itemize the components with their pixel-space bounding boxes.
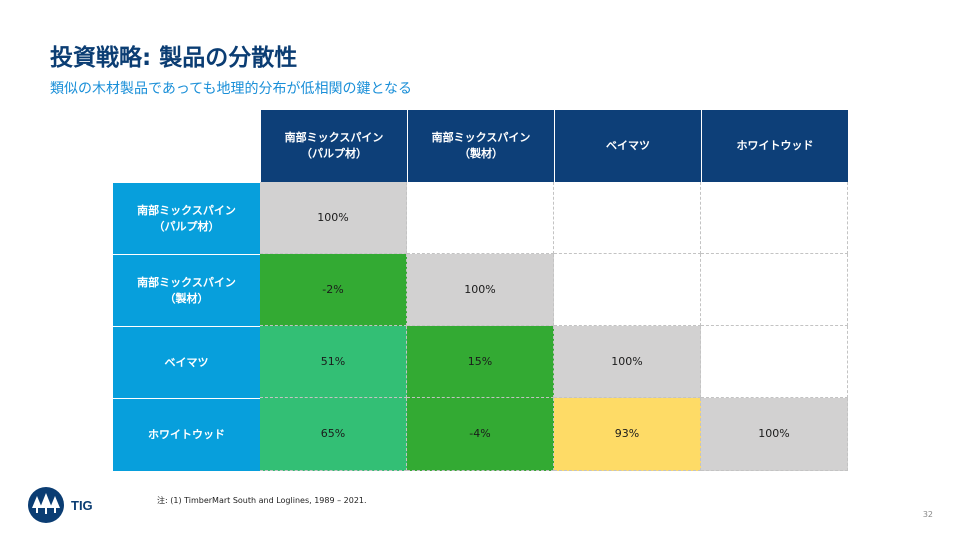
tree-logo-icon — [28, 487, 64, 523]
matrix-cell-r1-c1: 100% — [260, 182, 407, 254]
matrix-cell-r3-c2: 15% — [407, 326, 554, 398]
matrix-cell-r4-c3: 93% — [554, 398, 701, 471]
page-number: 32 — [922, 510, 933, 519]
row-header-1: 南部ミックスパイン （パルプ材） — [113, 182, 260, 254]
matrix-cell-r2-c1: -2% — [260, 254, 407, 326]
matrix-cell-r4-c2: -4% — [407, 398, 554, 471]
matrix-cell-r3-c3: 100% — [554, 326, 701, 398]
row-header-3: ベイマツ — [113, 326, 260, 398]
matrix-cell-r2-c2: 100% — [407, 254, 554, 326]
matrix-cell-r4-c1: 65% — [260, 398, 407, 471]
matrix-cell-r3-c1: 51% — [260, 326, 407, 398]
logo-text: TIG — [71, 497, 93, 513]
row-header-2: 南部ミックスパイン （製材） — [113, 254, 260, 326]
matrix-cell-r1-c2 — [407, 182, 554, 254]
column-header-4: ホワイトウッド — [701, 110, 848, 182]
column-header-1: 南部ミックスパイン （パルプ材） — [260, 110, 407, 182]
page-title: 投資戦略: 製品の分散性 — [50, 45, 298, 71]
matrix-cell-r1-c4 — [701, 182, 848, 254]
row-header-4: ホワイトウッド — [113, 398, 260, 471]
correlation-matrix: 南部ミックスパイン （パルプ材） 南部ミックスパイン （製材） ベイマツ ホワイトウ… — [113, 110, 848, 471]
matrix-cell-r1-c3 — [554, 182, 701, 254]
matrix-cell-r4-c4: 100% — [701, 398, 848, 471]
matrix-cell-r2-c4 — [701, 254, 848, 326]
matrix-cell-r2-c3 — [554, 254, 701, 326]
page-subtitle: 類似の木材製品であっても地理的分布が低相関の鍵となる — [50, 81, 413, 97]
company-logo: TIG — [27, 486, 93, 524]
column-header-3: ベイマツ — [554, 110, 701, 182]
matrix-cell-r3-c4 — [701, 326, 848, 398]
footnote: 注: (1) TimberMart South and Loglines, 19… — [157, 496, 367, 505]
column-header-2: 南部ミックスパイン （製材） — [407, 110, 554, 182]
